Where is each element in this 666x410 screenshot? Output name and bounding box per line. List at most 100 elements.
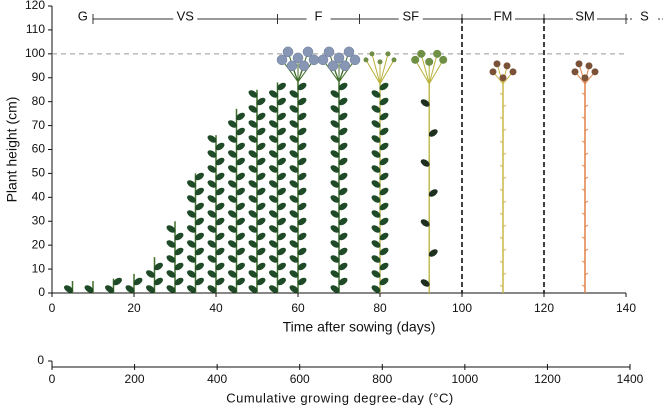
gdd-y-tick-label: 0 [37, 353, 44, 367]
node [584, 104, 589, 108]
leaf [236, 142, 245, 151]
leaf [269, 270, 278, 278]
pod [369, 51, 375, 57]
leaf [277, 82, 286, 91]
flower [343, 46, 355, 58]
leaf [371, 90, 381, 98]
gdd-tick-label: 600 [290, 372, 310, 386]
node [584, 224, 589, 228]
leaf [269, 90, 278, 98]
leaf [248, 180, 258, 188]
pod [391, 57, 397, 63]
plant [64, 281, 74, 293]
leaf [269, 150, 278, 158]
x-tick-label: 100 [452, 301, 472, 315]
leaf [371, 255, 381, 263]
stage-label: S [640, 8, 649, 23]
leaf [297, 82, 307, 91]
leaf [371, 150, 381, 158]
leaf [371, 120, 381, 128]
leaf [187, 195, 196, 203]
leaf [269, 285, 278, 293]
leaf [248, 240, 258, 248]
y-tick-label: 0 [38, 285, 45, 299]
leaf [105, 285, 114, 293]
leaf [289, 240, 299, 248]
leaf [330, 105, 340, 113]
leaf [228, 210, 237, 218]
node [499, 140, 504, 144]
node [499, 236, 504, 240]
leaf [330, 165, 340, 173]
y-tick-label: 70 [32, 118, 46, 132]
branch [414, 59, 430, 85]
leaf [215, 232, 225, 241]
flower [339, 60, 351, 72]
node [502, 224, 507, 228]
leaf [277, 157, 286, 166]
leaf [187, 255, 196, 263]
leaf [338, 82, 348, 91]
leaf [133, 277, 143, 286]
leaf [248, 255, 258, 263]
leaf [125, 285, 135, 293]
leaf [338, 232, 348, 241]
gdd-tick-label: 800 [372, 372, 392, 386]
leaf [207, 210, 217, 218]
leaf [215, 247, 225, 256]
plant [276, 46, 320, 293]
leaf [154, 277, 163, 286]
leaf [187, 240, 196, 248]
x-tick-label: 80 [373, 301, 387, 315]
capsule [489, 68, 497, 76]
leaf [269, 255, 278, 263]
leaf [420, 159, 430, 167]
leaf [195, 232, 204, 241]
pod [417, 49, 426, 58]
leaf [228, 135, 237, 143]
leaf [215, 202, 225, 211]
leaf [207, 195, 217, 203]
leaf [207, 255, 217, 263]
flower [302, 46, 314, 58]
leaf [428, 249, 438, 257]
leaf [277, 202, 286, 211]
x-tick-label: 0 [49, 301, 56, 315]
gdd-tick-label: 1000 [452, 372, 479, 386]
leaf [174, 232, 184, 241]
leaf [248, 210, 258, 218]
leaf [207, 165, 217, 173]
leaf [236, 262, 245, 271]
plant [411, 49, 448, 293]
leaf [236, 217, 245, 226]
leaf [195, 172, 204, 181]
leaf [228, 255, 237, 263]
leaf [338, 97, 348, 106]
leaf [207, 285, 217, 293]
leaf [379, 232, 389, 241]
capsule [503, 62, 511, 70]
node [502, 200, 507, 204]
node [502, 176, 507, 180]
leaf [269, 210, 278, 218]
leaf [269, 120, 278, 128]
leaf [277, 247, 286, 256]
leaf [248, 285, 258, 293]
leaf [371, 225, 381, 233]
leaf [187, 285, 196, 293]
leaf [187, 270, 196, 278]
node [584, 200, 589, 204]
leaf [248, 90, 258, 98]
leaf [338, 142, 348, 151]
leaf [256, 217, 266, 226]
stage-label-bg [70, 11, 95, 25]
leaf [297, 277, 307, 286]
plant [248, 89, 266, 293]
stage-label: F [315, 8, 323, 23]
branch [371, 53, 381, 84]
y-tick-label: 40 [32, 190, 46, 204]
y-tick-label: 110 [26, 22, 45, 36]
gdd-axis-title: Cumulative growing degree-day (°C) [226, 390, 453, 405]
leaf [195, 277, 204, 286]
leaf [166, 285, 176, 293]
